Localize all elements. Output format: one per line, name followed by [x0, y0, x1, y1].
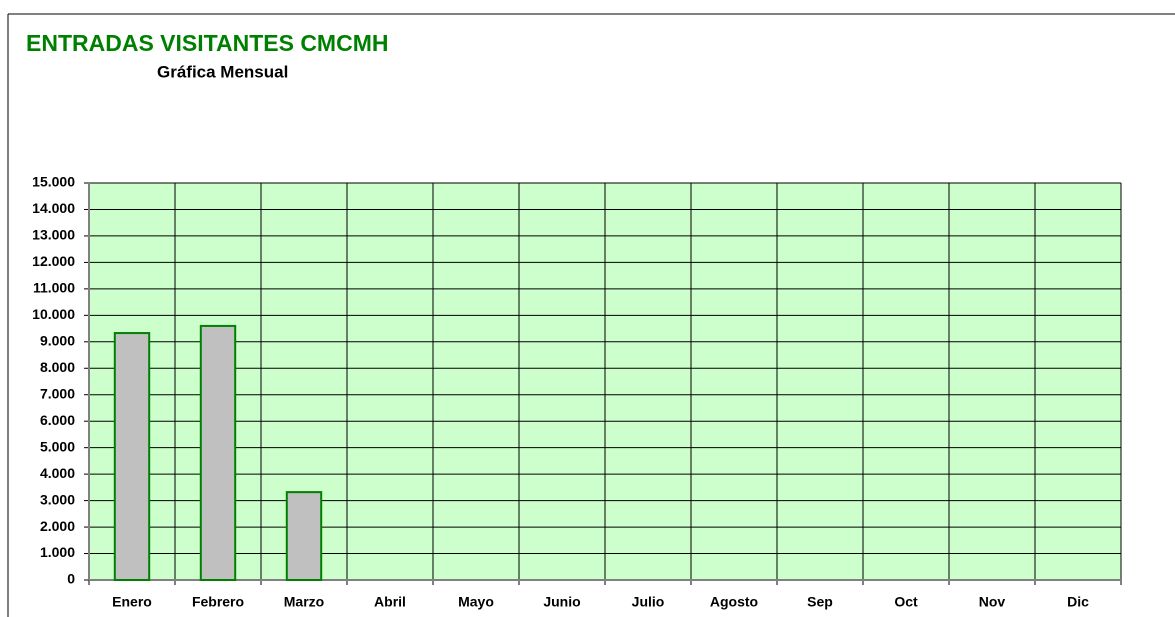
y-tick-label: 3.000: [40, 491, 75, 507]
x-tick-label: Febrero: [192, 594, 244, 610]
y-tick-label: 15.000: [32, 174, 75, 190]
y-tick-label: 14.000: [32, 200, 75, 216]
x-tick-label: Agosto: [710, 594, 758, 610]
x-tick-label: Nov: [979, 594, 1006, 610]
y-tick-label: 5.000: [40, 438, 75, 454]
x-tick-label: Enero: [112, 594, 152, 610]
x-tick-label: Oct: [894, 594, 918, 610]
x-tick-label: Marzo: [284, 594, 324, 610]
x-tick-label: Junio: [543, 594, 580, 610]
x-tick-label: Dic: [1067, 594, 1089, 610]
x-tick-label: Mayo: [458, 594, 494, 610]
bar: [113, 332, 151, 582]
y-tick-label: 12.000: [32, 253, 75, 269]
y-tick-label: 10.000: [32, 306, 75, 322]
y-tick-label: 4.000: [40, 465, 75, 481]
y-tick-label: 11.000: [33, 280, 75, 296]
x-tick-label: Sep: [807, 594, 833, 610]
y-tick-label: 7.000: [40, 385, 75, 401]
y-tick-label: 6.000: [40, 412, 75, 428]
y-tick-label: 13.000: [32, 227, 75, 243]
y-tick-label: 8.000: [40, 359, 75, 375]
chart-title: ENTRADAS VISITANTES CMCMH: [26, 30, 388, 56]
x-tick-label: Julio: [632, 594, 665, 610]
x-tick-label: Abril: [374, 594, 406, 610]
chart-subtitle: Gráfica Mensual: [157, 62, 288, 81]
y-tick-label: 9.000: [40, 333, 75, 349]
bar: [285, 491, 323, 582]
y-tick-label: 1.000: [40, 544, 75, 560]
y-tick-label: 2.000: [40, 518, 75, 534]
y-tick-label: 0: [67, 571, 75, 587]
bar: [199, 324, 237, 582]
